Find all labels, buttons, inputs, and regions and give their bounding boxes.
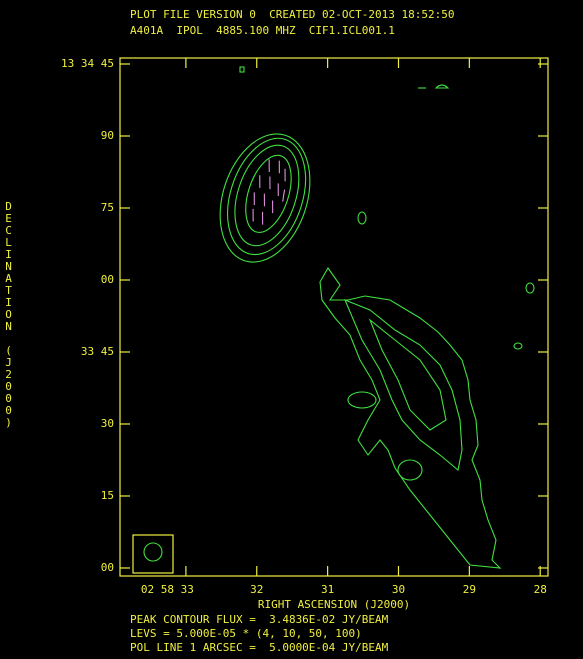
y-tick-label: 90 <box>101 129 114 142</box>
chart-subtitle: A401A IPOL 4885.100 MHZ CIF1.ICL001.1 <box>130 24 395 37</box>
y-tick-label: 00 <box>101 561 114 574</box>
annotation: POL LINE 1 ARCSEC = 5.0000E-04 JY/BEAM <box>130 641 389 654</box>
chart: PLOT FILE VERSION 0 CREATED 02-OCT-2013 … <box>0 0 583 659</box>
x-tick-label: 02 58 33 <box>141 583 194 596</box>
x-tick-label: 31 <box>321 583 334 596</box>
chart-title: PLOT FILE VERSION 0 CREATED 02-OCT-2013 … <box>130 8 455 21</box>
y-tick-label: 00 <box>101 273 114 286</box>
y-tick-label: 15 <box>101 489 114 502</box>
y-tick-label: 13 34 45 <box>61 57 114 70</box>
y-tick-label: 30 <box>101 417 114 430</box>
x-axis-label: RIGHT ASCENSION (J2000) <box>258 598 410 611</box>
y-axis-label: DECLINATION (J2000) <box>2 200 15 428</box>
x-tick-label: 32 <box>250 583 263 596</box>
y-tick-label: 75 <box>101 201 114 214</box>
y-tick-label: 33 45 <box>81 345 114 358</box>
background <box>0 0 583 659</box>
annotation: PEAK CONTOUR FLUX = 3.4836E-02 JY/BEAM <box>130 613 389 626</box>
x-tick-label: 28 <box>534 583 547 596</box>
annotation: LEVS = 5.000E-05 * (4, 10, 50, 100) <box>130 627 362 640</box>
x-tick-label: 29 <box>463 583 476 596</box>
x-tick-label: 30 <box>392 583 405 596</box>
